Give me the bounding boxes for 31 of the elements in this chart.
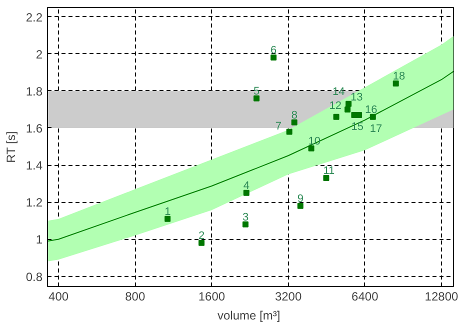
y-axis-title: RT [s]	[4, 131, 18, 163]
annotation: 1	[164, 206, 171, 218]
x-axis-title: volume [m³]	[217, 308, 280, 322]
annotation: 7	[275, 120, 282, 133]
annotation: 11	[323, 165, 335, 178]
y-tick-label: 2	[36, 47, 43, 62]
annotation: 16	[365, 104, 378, 116]
x-tick-label: 6400	[352, 290, 379, 304]
y-tick-label: 1.8	[26, 84, 43, 98]
y-tick-label: 2.2	[26, 10, 43, 24]
annotation: 4	[243, 180, 250, 192]
annotation: 8	[291, 109, 298, 122]
annotation: 5	[254, 85, 260, 98]
annotation: 9	[297, 192, 304, 205]
annotation: 18	[392, 70, 406, 83]
annotation: 13	[350, 91, 363, 104]
x-tick-label: 1600	[198, 290, 226, 304]
y-tick-label: 0.8	[26, 270, 43, 284]
y-tick-label: 1.4	[26, 158, 43, 173]
x-tick-label: 800	[125, 290, 146, 304]
annotation: 2	[198, 230, 205, 242]
annotation: 3	[242, 211, 249, 224]
x-tick-label: 400	[48, 290, 69, 304]
y-tick-label: 1.2	[26, 196, 43, 210]
x-tick-label: 3200	[274, 290, 302, 304]
annotation: 17	[370, 122, 382, 135]
annotation: 12	[329, 100, 342, 112]
annotation: 15	[351, 121, 364, 134]
y-tick-label: 1	[36, 232, 43, 247]
y-tick-label: 1.6	[26, 122, 43, 136]
x-tick-label: 12800	[424, 290, 458, 304]
